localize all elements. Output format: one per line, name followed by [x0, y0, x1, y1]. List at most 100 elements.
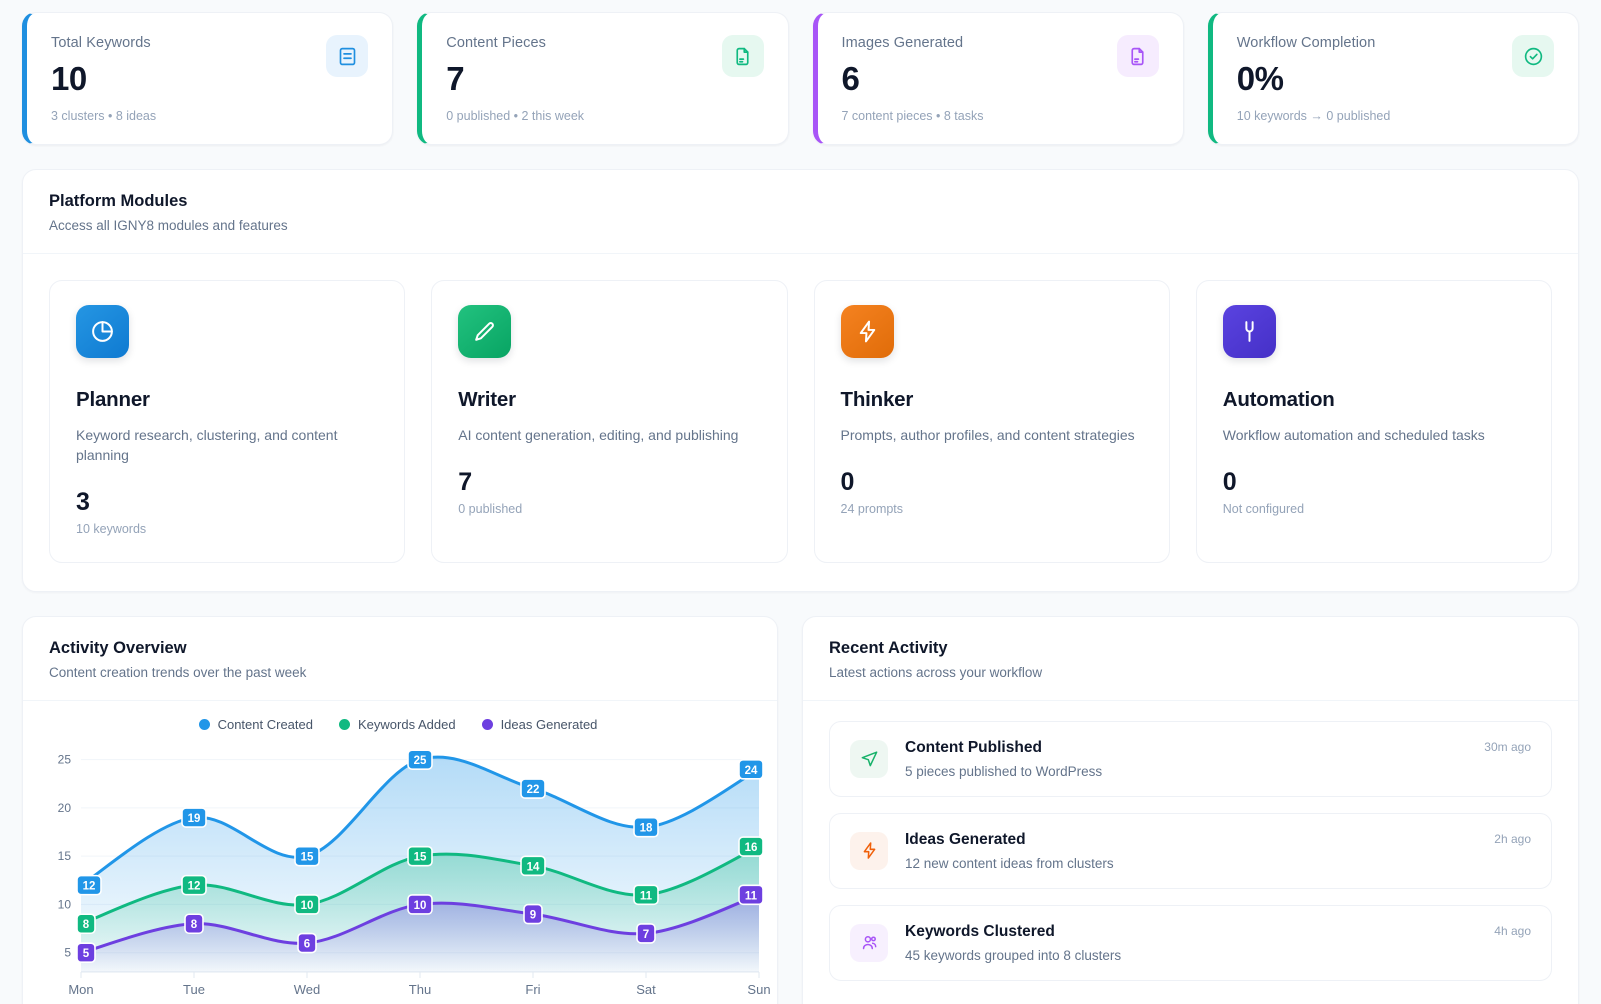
module-metric: 0: [1222, 467, 1237, 496]
chart-point-label: 15: [407, 845, 433, 867]
stats-row: Total Keywords 10 3 clusters • 8 ideas Cont…: [22, 12, 1579, 145]
stat-card-sub: 3 clusters • 8 ideas: [51, 109, 157, 123]
chart-point-label: 11: [738, 884, 764, 905]
svg-text:7: 7: [643, 929, 649, 941]
activity-overview-title: Activity Overview: [49, 638, 187, 657]
module-name: Planner: [76, 388, 150, 411]
legend-label: Content Created: [217, 716, 313, 732]
module-metric-sub: 24 prompts: [840, 501, 904, 516]
activity-list-item[interactable]: Ideas Generated 12 new content ideas from…: [829, 812, 1552, 889]
svg-text:6: 6: [304, 938, 310, 950]
legend-item[interactable]: Keywords Added: [338, 716, 456, 732]
stat-card-value: 7: [446, 60, 465, 97]
x-axis-tick-label: Tue: [183, 982, 205, 997]
chart-point-label: 24: [738, 758, 764, 780]
chart-point-label: 7: [636, 922, 656, 944]
stat-card-sub: 10 keywords → 0 published: [1236, 109, 1391, 123]
chart-point-label: 25: [407, 749, 433, 770]
module-name: Thinker: [840, 388, 914, 411]
activity-line-chart: 5 10 15 20 25 Mon Tue Wed Thu Fri Sat Sun 12 19 15 25 22…: [58, 749, 771, 997]
activity-item-description: 5 pieces published to WordPress: [905, 763, 1103, 779]
check-circle-icon: [1512, 35, 1554, 77]
stat-card-label: Content Pieces: [446, 35, 546, 51]
activity-list-item[interactable]: Keywords Clustered 45 keywords grouped in…: [829, 904, 1552, 981]
stat-card-label: Images Generated: [841, 35, 964, 51]
module-description: AI content generation, editing, and publ…: [458, 427, 739, 443]
legend-item[interactable]: Ideas Generated: [481, 717, 597, 732]
module-metric-sub: 0 published: [458, 501, 523, 516]
svg-text:11: 11: [745, 890, 758, 902]
activity-chart-area: Content Created Keywords Added Ideas Gener…: [23, 701, 777, 1004]
activity-item-timestamp: 2h ago: [1494, 831, 1531, 846]
module-card-writer[interactable]: Writer AI content generation, editing, an…: [431, 280, 788, 563]
svg-text:16: 16: [745, 842, 758, 854]
activity-overview-panel: Activity Overview Content creation trend…: [22, 615, 778, 1004]
chart-point-label: 15: [294, 845, 320, 867]
activity-item-title: Content Published: [905, 738, 1042, 756]
svg-text:15: 15: [414, 851, 427, 863]
legend-item[interactable]: Content Created: [198, 716, 313, 732]
platform-modules-header: Platform Modules Access all IGNY8 module…: [23, 170, 1578, 254]
recent-activity-panel: Recent Activity Latest actions across yo…: [802, 615, 1579, 1004]
platform-modules-subtitle: Access all IGNY8 modules and features: [49, 218, 288, 233]
svg-text:5: 5: [83, 948, 90, 960]
stat-card-value: 10: [51, 60, 87, 97]
platform-modules-title: Platform Modules: [49, 192, 188, 210]
plug-icon: [1222, 305, 1276, 358]
users-icon: [850, 923, 888, 962]
chart-point-label: 11: [633, 884, 659, 905]
chart-legend: Content Created Keywords Added Ideas Gener…: [33, 711, 763, 736]
x-axis-tick-label: Thu: [409, 982, 431, 997]
legend-color-dot: [198, 718, 210, 730]
stat-card-sub: 7 content pieces • 8 tasks: [841, 109, 984, 123]
chart-point-label: 12: [181, 874, 207, 896]
activity-item-timestamp: 30m ago: [1484, 739, 1531, 754]
svg-text:11: 11: [640, 890, 653, 902]
chart-point-label: 6: [297, 932, 317, 954]
platform-modules-panel: Platform Modules Access all IGNY8 module…: [22, 169, 1579, 592]
module-card-automation[interactable]: Automation Workflow automation and schedu…: [1195, 280, 1552, 563]
chart-point-label: 5: [76, 942, 96, 963]
module-description: Prompts, author profiles, and content st…: [840, 427, 1135, 443]
recent-activity-subtitle: Latest actions across your workflow: [829, 664, 1043, 680]
lightning-icon: [850, 831, 888, 870]
activity-item-description: 45 keywords grouped into 8 clusters: [905, 947, 1122, 963]
x-axis-tick-label: Sat: [636, 982, 656, 997]
chart-point-label: 8: [76, 913, 96, 934]
recent-activity-list: Content Published 5 pieces published to W…: [803, 701, 1578, 981]
chart-point-label: 14: [520, 855, 546, 876]
module-card-thinker[interactable]: Thinker Prompts, author profiles, and con…: [813, 280, 1170, 563]
module-metric: 3: [76, 487, 90, 516]
x-axis-tick-label: Mon: [68, 982, 93, 997]
list-document-icon: [326, 35, 369, 77]
file-image-icon: [1116, 35, 1159, 77]
y-axis-tick-label: 25: [58, 752, 72, 766]
stat-card: Images Generated 6 7 content pieces • 8 ta…: [812, 12, 1184, 145]
module-metric: 0: [840, 467, 855, 496]
activity-list-item[interactable]: Content Published 5 pieces published to W…: [829, 720, 1552, 797]
file-text-icon: [721, 35, 764, 77]
svg-text:8: 8: [83, 919, 90, 931]
activity-overview-subtitle: Content creation trends over the past we…: [49, 664, 307, 680]
activity-overview-header: Activity Overview Content creation trend…: [23, 617, 777, 701]
svg-text:12: 12: [83, 880, 96, 892]
legend-color-dot: [338, 718, 350, 730]
recent-activity-title: Recent Activity: [829, 638, 948, 657]
svg-text:14: 14: [527, 861, 540, 873]
activity-item-title: Ideas Generated: [905, 830, 1026, 848]
svg-text:10: 10: [301, 900, 314, 912]
chart-point-label: 16: [738, 835, 764, 857]
svg-text:18: 18: [640, 822, 653, 834]
y-axis-tick-label: 15: [58, 849, 72, 863]
svg-text:19: 19: [188, 813, 201, 825]
legend-label: Keywords Added: [357, 716, 456, 732]
stat-card-value: 0%: [1236, 60, 1284, 97]
stat-card: Total Keywords 10 3 clusters • 8 ideas: [22, 12, 394, 145]
lightning-icon: [840, 305, 894, 358]
svg-text:9: 9: [530, 909, 536, 921]
chart-point-label: 18: [633, 816, 659, 838]
x-axis-tick-label: Fri: [525, 982, 540, 997]
stat-card: Workflow Completion 0% 10 keywords → 0 pub…: [1207, 12, 1579, 145]
chart-point-label: 9: [523, 903, 543, 925]
module-card-planner[interactable]: Planner Keyword research, clustering, and…: [49, 280, 406, 563]
